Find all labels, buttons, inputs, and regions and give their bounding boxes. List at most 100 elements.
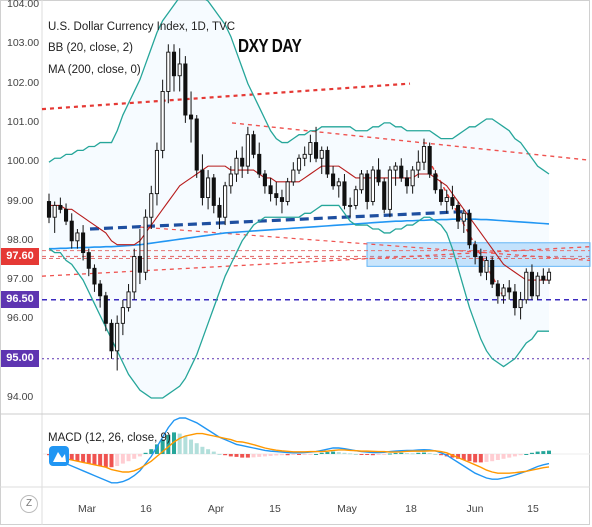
macd-legend: MACD (12, 26, close, 9) [48, 432, 171, 444]
candle-body [325, 149, 330, 175]
candle-body [353, 189, 358, 206]
candle-body [285, 181, 290, 202]
candle-body [490, 260, 495, 285]
macd-histogram-bar [251, 454, 256, 458]
candle-body [194, 118, 199, 171]
macd-histogram-bar [115, 454, 120, 466]
candle-body [86, 252, 91, 269]
macd-histogram-bar [461, 454, 466, 460]
candle-body [387, 169, 392, 210]
dxy-day-annotation: DXY DAY [238, 36, 302, 56]
y-tick-label: 96.00 [7, 312, 34, 325]
macd-histogram-bar [427, 453, 432, 455]
descending-resistance-trendline [231, 122, 591, 161]
upper-channel-trendline [41, 82, 411, 111]
macd-histogram-bar [172, 432, 176, 454]
y-tick-label: 94.00 [7, 391, 34, 403]
candle-body [535, 275, 540, 297]
candle-body [529, 271, 535, 297]
y-tick-label: 104.00 [7, 0, 40, 10]
candle-body [399, 165, 404, 179]
macd-histogram-bar [154, 444, 159, 454]
candle-body [115, 322, 120, 352]
macd-histogram-bar [98, 454, 103, 466]
macd-histogram-bar [376, 454, 381, 455]
candle-body [541, 275, 546, 281]
candle-body [75, 232, 80, 242]
candle-body [126, 291, 131, 309]
candle-body [313, 142, 319, 159]
bb-basis-line [49, 165, 549, 281]
macd-histogram-bar [126, 454, 131, 462]
x-tick-label: 15 [269, 503, 281, 515]
candle-body [200, 169, 205, 199]
macd-histogram-bar [234, 454, 239, 457]
macd-histogram-bar [439, 454, 444, 456]
candle-body [279, 197, 285, 202]
x-tick-label: 15 [527, 503, 539, 515]
neckline-blue-trendline [89, 209, 471, 231]
macd-histogram-bar [512, 454, 517, 457]
macd-histogram-bar [137, 454, 142, 457]
macd-line [48, 417, 550, 484]
candle-body [46, 201, 52, 218]
candle-body [376, 169, 381, 183]
macd-histogram-bar [456, 454, 461, 459]
macd-histogram-bar [399, 452, 404, 454]
macd-histogram-bar [274, 454, 279, 456]
price-tag: 95.00 [1, 350, 39, 368]
candle-body [342, 181, 347, 206]
bb-upper-line [48, 0, 550, 175]
candle-body [154, 149, 160, 195]
support-zone-rect [366, 242, 591, 267]
timezone-icon[interactable]: Z [20, 495, 38, 513]
candle-body [137, 256, 142, 273]
candle-body [524, 271, 529, 301]
candle-body [336, 181, 341, 187]
candle-body [319, 149, 324, 159]
macd-histogram-bar [206, 449, 211, 454]
y-tick-label: 103.00 [7, 37, 40, 50]
candle-body [348, 204, 353, 207]
macd-histogram-bar [524, 454, 529, 455]
macd-histogram-bar [348, 453, 353, 455]
macd-histogram-bar [507, 454, 512, 458]
candle-body [109, 322, 114, 352]
macd-histogram-bar [75, 454, 80, 462]
macd-histogram-bar [365, 454, 370, 455]
bb-legend: BB (20, close, 2) [48, 42, 134, 54]
candle-body [404, 177, 410, 187]
candle-body [52, 204, 57, 218]
candle-body [245, 134, 250, 167]
candle-body [416, 161, 421, 171]
candle-body [69, 220, 74, 242]
candle-body [81, 232, 86, 254]
macd-histogram-bar [382, 454, 387, 455]
macd-histogram-bar [478, 454, 483, 463]
candle-body [103, 295, 108, 324]
macd-histogram-bar [393, 453, 398, 455]
candle-body [450, 197, 455, 206]
candle-body [143, 216, 148, 273]
candle-body [257, 153, 262, 175]
macd-histogram-bar [160, 439, 165, 454]
candle-body [473, 244, 478, 257]
macd-histogram-bar [183, 436, 188, 454]
macd-histogram-bar [473, 454, 478, 463]
ma-legend: MA (200, close, 0) [48, 64, 141, 76]
macd-histogram-bar [285, 454, 290, 456]
x-tick-label: Apr [207, 503, 225, 515]
macd-histogram-bar [149, 449, 154, 454]
candle-body [177, 63, 182, 77]
macd-histogram-bar [325, 452, 330, 454]
y-tick-label: 100.00 [7, 155, 40, 168]
candle-body [546, 271, 552, 281]
macd-histogram-bar [297, 454, 301, 455]
candle-body [63, 208, 69, 222]
macd-histogram-bar [200, 446, 205, 454]
macd-histogram-bar [314, 454, 319, 455]
candle-body [382, 181, 387, 210]
candle-body [274, 193, 279, 199]
macd-histogram-bar [416, 452, 421, 454]
candle-body [359, 173, 364, 191]
